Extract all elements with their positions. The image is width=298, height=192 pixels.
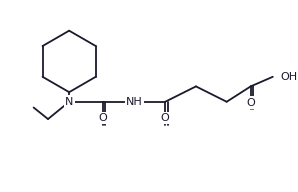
Text: O: O: [161, 113, 170, 123]
Text: OH: OH: [280, 72, 298, 82]
Text: N: N: [65, 97, 73, 107]
Text: NH: NH: [126, 97, 143, 107]
Text: O: O: [246, 98, 255, 108]
Text: O: O: [98, 113, 107, 123]
